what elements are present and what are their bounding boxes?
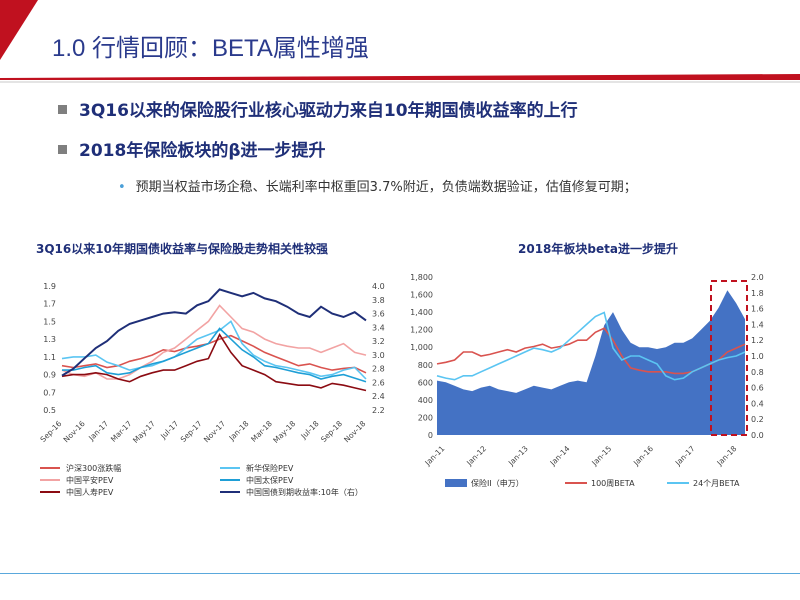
chart1-ytick-right: 3.8 <box>372 296 385 305</box>
square-bullet-icon <box>58 144 67 154</box>
chart1-ytick-left: 0.5 <box>43 406 56 415</box>
chart1-series-line-2 <box>61 304 367 380</box>
chart2-title: 2018年板块beta进一步提升 <box>518 242 678 256</box>
chart1-ytick-left: 1.5 <box>43 317 56 326</box>
chart2-ytick-right: 1.6 <box>751 305 764 314</box>
chart2-legend-label: 24个月BETA <box>693 479 740 488</box>
chart1-series-line-3 <box>62 327 367 383</box>
chart2-ytick-left: 400 <box>418 396 433 405</box>
chart2-ytick-right: 0.4 <box>751 399 764 408</box>
chart1-xtick: Nov-18 <box>342 419 367 444</box>
chart1-legend-label: 中国国债到期收益率:10年（右） <box>246 487 363 497</box>
page-title: 1.0 行情回顾：BETA属性增强 <box>52 35 369 62</box>
chart2-ytick-left: 1,600 <box>410 291 433 300</box>
chart2-ytick-left: 1,200 <box>410 326 433 335</box>
chart2-ytick-left: 0 <box>428 431 433 440</box>
chart1-series-line-1 <box>61 320 367 380</box>
chart1-legend-label: 新华保险PEV <box>246 463 294 473</box>
chart2-xtick: Jan-17 <box>673 444 697 468</box>
chart1-xtick: Jan-17 <box>86 419 110 443</box>
chart1-xtick: Jul-18 <box>299 419 321 441</box>
chart1-ytick-right: 2.2 <box>372 406 385 415</box>
chart2-ytick-right: 0.6 <box>751 384 764 393</box>
chart2-highlight-box <box>710 280 748 436</box>
chart2-legend-label: 保险II（申万） <box>471 478 524 488</box>
chart1-ytick-left: 1.3 <box>43 335 56 344</box>
chart1-xtick: Sep-16 <box>38 419 63 444</box>
footer-divider <box>0 573 800 574</box>
chart1-ytick-left: 1.7 <box>43 300 56 309</box>
chart1-title: 3Q16以来10年期国债收益率与保险股走势相关性较强 <box>36 242 328 256</box>
bullet-1-text: 3Q16以来的保险股行业核心驱动力来自10年期国债收益率的上行 <box>79 101 578 121</box>
chart1-ytick-right: 3.6 <box>372 310 385 319</box>
chart1-xtick: Sep-18 <box>319 419 344 444</box>
chart2-ytick-right: 0.2 <box>751 415 764 424</box>
chart1-yield-vs-insurance: 1.9 1.7 1.5 1.3 1.1 0.9 0.7 0.5 4.0 3.8 3.6 3.4 3.2 3… <box>38 282 385 497</box>
chart1-xtick: Nov-16 <box>62 419 87 444</box>
chart1-xtick: May-17 <box>131 419 157 445</box>
dot-bullet-icon: • <box>118 180 126 195</box>
bullet-2: 2018年保险板块的β进一步提升 <box>58 136 325 161</box>
chart1-series-line-0 <box>61 334 367 374</box>
chart2-xtick: Jan-15 <box>589 444 613 468</box>
sub-bullet: • 预期当权益市场企稳、长端利率中枢重回3.7%附近，负债端数据验证，估值修复可期… <box>118 176 637 195</box>
chart2-ytick-right: 1.8 <box>751 289 764 298</box>
chart1-ytick-right: 3.2 <box>372 337 385 346</box>
chart2-ytick-left: 1,800 <box>410 273 433 282</box>
bullet-2-text: 2018年保险板块的β进一步提升 <box>79 141 326 161</box>
chart2-xtick: Jan-13 <box>506 444 530 468</box>
square-bullet-icon <box>58 104 67 114</box>
chart1-xtick: Jul-17 <box>158 419 180 441</box>
chart2-ytick-right: 2.0 <box>751 273 764 282</box>
chart1-ytick-left: 1.9 <box>43 282 56 291</box>
chart2-legend-label: 100周BETA <box>591 479 635 488</box>
chart1-series-line-4 <box>61 333 367 392</box>
chart1-ytick-right: 3.4 <box>372 323 385 332</box>
chart1-series-line-5 <box>61 288 367 377</box>
bullet-1: 3Q16以来的保险股行业核心驱动力来自10年期国债收益率的上行 <box>58 96 578 121</box>
chart2-xtick: Jan-11 <box>423 444 447 468</box>
chart1-ytick-right: 2.4 <box>372 392 385 401</box>
chart2-xtick: Jan-12 <box>464 444 488 468</box>
chart1-xtick: May-18 <box>271 419 297 445</box>
chart2-ytick-right: 0.0 <box>751 431 764 440</box>
chart1-ytick-right: 4.0 <box>372 282 385 291</box>
chart2-series-line-1 <box>436 311 746 381</box>
chart1-ytick-left: 0.9 <box>43 371 56 380</box>
chart1-ytick-left: 1.1 <box>43 353 56 362</box>
chart2-area-insurance <box>437 290 745 435</box>
chart1-xtick: Mar-18 <box>249 419 274 444</box>
chart1-legend-label: 中国平安PEV <box>66 475 114 485</box>
chart2-ytick-left: 1,400 <box>410 308 433 317</box>
chart1-legend-label: 中国太保PEV <box>246 475 294 485</box>
chart2-ytick-right: 1.4 <box>751 320 764 329</box>
chart2-ytick-right: 1.0 <box>751 352 764 361</box>
chart1-legend-label: 沪深300涨跌幅 <box>66 463 121 473</box>
chart1-ytick-left: 0.7 <box>43 388 56 397</box>
chart2-ytick-right: 1.2 <box>751 336 764 345</box>
sub-bullet-text: 预期当权益市场企稳、长端利率中枢重回3.7%附近，负债端数据验证，估值修复可期； <box>135 180 637 195</box>
title-accent <box>0 0 38 60</box>
chart2-sector-beta: 1,800 1,600 1,400 1,200 1,000 800 600 400 200 0 2.… <box>410 273 764 488</box>
chart1-legend-label: 中国人寿PEV <box>66 487 114 497</box>
chart2-ytick-left: 1,000 <box>410 343 433 352</box>
chart1-ytick-right: 2.6 <box>372 378 385 387</box>
chart1-xtick: Sep-17 <box>179 419 204 444</box>
chart1-ytick-right: 3.0 <box>372 351 385 360</box>
chart1-xtick: Nov-17 <box>202 419 227 444</box>
chart1-xtick: Jan-18 <box>227 419 251 443</box>
chart2-ytick-left: 800 <box>418 361 433 370</box>
chart2-legend-swatch <box>445 479 467 487</box>
chart2-xtick: Jan-18 <box>715 444 739 468</box>
chart1-ytick-right: 2.8 <box>372 365 385 374</box>
chart2-xtick: Jan-16 <box>631 444 655 468</box>
header-divider <box>0 74 800 83</box>
chart2-ytick-left: 200 <box>418 413 433 422</box>
chart1-xtick: Mar-17 <box>109 419 134 444</box>
chart2-xtick: Jan-14 <box>548 444 572 468</box>
chart2-ytick-left: 600 <box>418 378 433 387</box>
chart2-ytick-right: 0.8 <box>751 368 764 377</box>
